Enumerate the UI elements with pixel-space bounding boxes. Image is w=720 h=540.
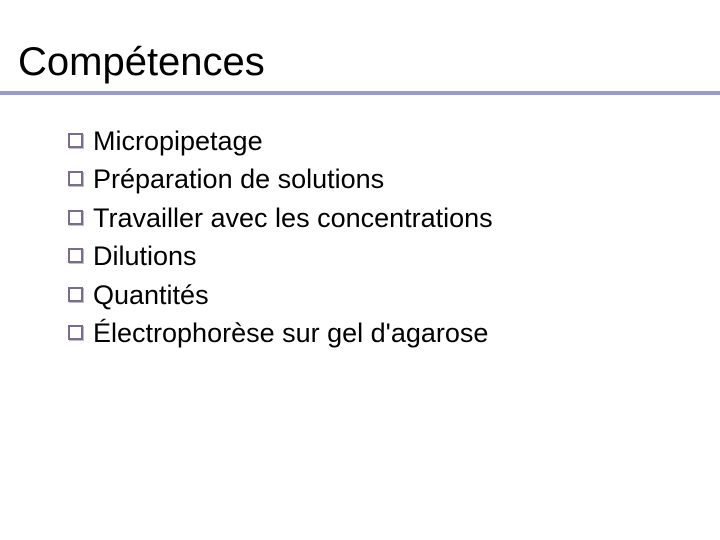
list-item: Micropipetage <box>68 123 720 159</box>
square-bullet-icon <box>68 248 83 263</box>
slide-container: Compétences Micropipetage Préparation de… <box>0 0 720 540</box>
list-item-text: Dilutions <box>93 238 197 274</box>
list-item: Dilutions <box>68 238 720 274</box>
square-bullet-icon <box>68 171 83 186</box>
square-bullet-icon <box>68 325 83 340</box>
list-item-text: Micropipetage <box>93 123 263 159</box>
square-bullet-icon <box>68 287 83 302</box>
list-item: Électrophorèse sur gel d'agarose <box>68 315 720 351</box>
slide-heading: Compétences <box>0 40 720 95</box>
bullet-list: Micropipetage Préparation de solutions T… <box>0 123 720 352</box>
list-item-text: Quantités <box>93 277 209 313</box>
list-item-text: Préparation de solutions <box>93 161 384 197</box>
square-bullet-icon <box>68 133 83 148</box>
list-item-text: Travailler avec les concentrations <box>93 200 493 236</box>
list-item: Travailler avec les concentrations <box>68 200 720 236</box>
list-item: Quantités <box>68 277 720 313</box>
list-item-text: Électrophorèse sur gel d'agarose <box>93 315 488 351</box>
list-item: Préparation de solutions <box>68 161 720 197</box>
square-bullet-icon <box>68 210 83 225</box>
